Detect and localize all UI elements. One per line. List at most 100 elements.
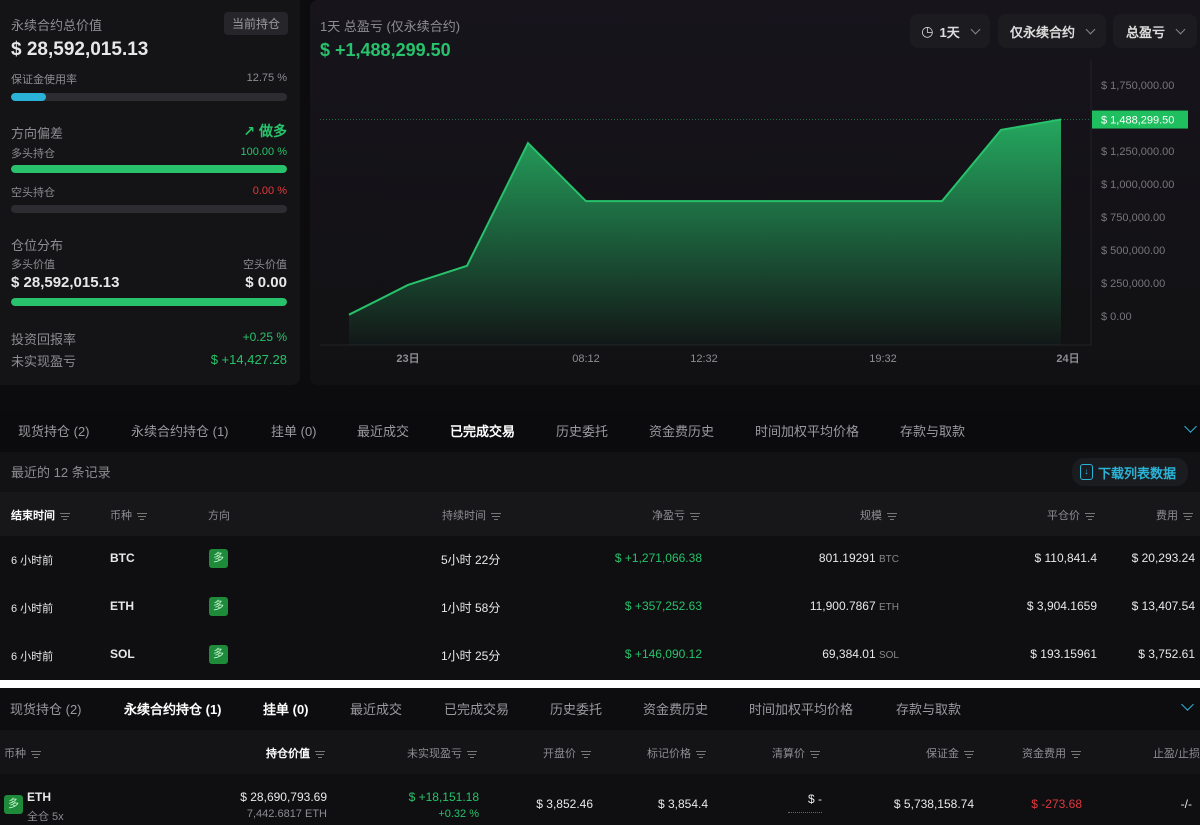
- column-header[interactable]: 资金费用: [1022, 745, 1081, 761]
- coin[interactable]: SOL: [110, 647, 135, 661]
- column-header[interactable]: 开盘价: [543, 745, 591, 761]
- sort-icon[interactable]: [491, 512, 501, 520]
- open-price: $ 3,852.46: [536, 797, 593, 811]
- table-row[interactable]: 6 小时前 BTC 多 5小时 22分 $ +1,271,066.38 801.19291…: [0, 536, 1200, 584]
- sort-icon[interactable]: [1071, 750, 1081, 758]
- range-dropdown[interactable]: ◷ 1天: [910, 14, 990, 48]
- sort-icon[interactable]: [887, 512, 897, 520]
- scope-value: 仅永续合约: [1009, 24, 1075, 40]
- column-label: 净盈亏: [652, 510, 685, 522]
- table-row[interactable]: 6 小时前 ETH 多 1小时 58分 $ +357,252.63 11,900.7867…: [0, 584, 1200, 632]
- sort-icon[interactable]: [315, 750, 325, 758]
- tab-4[interactable]: 已完成交易: [444, 701, 510, 717]
- column-header[interactable]: 币种: [110, 507, 147, 523]
- tab-6[interactable]: 资金费历史: [643, 701, 709, 717]
- column-label: 方向: [208, 510, 230, 522]
- table-row[interactable]: 6 小时前 SOL 多 1小时 25分 $ +146,090.12 69,384.01 S…: [0, 632, 1200, 680]
- position-mode: 全仓 5x: [27, 811, 64, 823]
- tab-2[interactable]: 挂单 (0): [271, 423, 317, 439]
- metric-dropdown[interactable]: 总盈亏: [1113, 14, 1197, 48]
- column-header[interactable]: 持续时间: [442, 507, 501, 523]
- column-header[interactable]: 币种: [4, 745, 41, 761]
- column-label: 平仓价: [1047, 510, 1080, 522]
- column-header[interactable]: 清算价: [772, 745, 820, 761]
- fee: $ 20,293.24: [1131, 551, 1195, 565]
- tab-4[interactable]: 已完成交易: [450, 423, 516, 439]
- sort-icon[interactable]: [1183, 512, 1193, 520]
- column-header[interactable]: 标记价格: [647, 745, 706, 761]
- column-header[interactable]: 结束时间: [11, 507, 70, 523]
- column-label: 持续时间: [442, 510, 486, 522]
- tab-6[interactable]: 资金费历史: [649, 423, 715, 439]
- column-label: 持仓价值: [266, 748, 310, 760]
- tab-5[interactable]: 历史委托: [550, 701, 603, 717]
- column-header[interactable]: 保证金: [926, 745, 974, 761]
- sort-icon[interactable]: [581, 750, 591, 758]
- column-header[interactable]: 止盈/止损: [1153, 745, 1200, 761]
- column-header[interactable]: 平仓价: [1047, 507, 1095, 523]
- sort-icon[interactable]: [696, 750, 706, 758]
- position-size: 7,442.6817 ETH: [246, 808, 327, 820]
- coin[interactable]: ETH: [110, 599, 134, 613]
- tab-1[interactable]: 永续合约持仓 (1): [124, 701, 222, 717]
- bias-value: ↗ 做多: [243, 121, 287, 141]
- long-val-label: 多头价值: [11, 259, 55, 271]
- net-pnl: $ +146,090.12: [624, 647, 702, 661]
- size-value: 69,384.01: [822, 647, 876, 661]
- size-unit: SOL: [878, 650, 899, 661]
- tab-3[interactable]: 最近成交: [350, 701, 403, 717]
- tab-0[interactable]: 现货持仓 (2): [10, 701, 82, 717]
- bias-text: 做多: [259, 123, 287, 139]
- position-upnl: $ +18,151.18: [408, 790, 479, 804]
- position-row[interactable]: 多 ETH 全仓 5x $ 28,690,793.69 7,442.6817 E…: [0, 774, 1200, 825]
- sort-icon[interactable]: [810, 750, 820, 758]
- filter-icon[interactable]: [137, 512, 147, 520]
- metric-value: 总盈亏: [1125, 24, 1165, 40]
- column-header[interactable]: 费用: [1156, 507, 1193, 523]
- tab-1[interactable]: 永续合约持仓 (1): [131, 423, 229, 439]
- close-price: $ 3,904.1659: [1026, 599, 1097, 613]
- current-positions-button[interactable]: 当前持仓: [223, 12, 288, 35]
- sort-icon[interactable]: [60, 512, 70, 520]
- column-label: 未实现盈亏: [407, 748, 462, 760]
- direction-badge: 多: [209, 549, 228, 568]
- scope-dropdown[interactable]: 仅永续合约: [998, 14, 1106, 48]
- sort-icon[interactable]: [467, 750, 477, 758]
- column-label: 结束时间: [11, 510, 55, 522]
- column-header[interactable]: 方向: [208, 507, 230, 523]
- column-header[interactable]: 持仓价值: [266, 745, 325, 761]
- margin-usage-bar: [11, 93, 287, 101]
- tab-8[interactable]: 存款与取款: [900, 423, 966, 439]
- sort-icon[interactable]: [964, 750, 974, 758]
- position-margin: $ 5,738,158.74: [893, 797, 974, 811]
- column-label: 费用: [1156, 510, 1178, 522]
- column-header[interactable]: 规模: [860, 507, 897, 523]
- divider: [0, 680, 1200, 688]
- tab-0[interactable]: 现货持仓 (2): [18, 423, 90, 439]
- tab-5[interactable]: 历史委托: [556, 423, 609, 439]
- close-price: $ 193.15961: [1030, 647, 1097, 661]
- tab-8[interactable]: 存款与取款: [896, 701, 962, 717]
- tab-7[interactable]: 时间加权平均价格: [755, 423, 860, 439]
- sort-icon[interactable]: [690, 512, 700, 520]
- tp-sl[interactable]: -/-: [1180, 797, 1192, 811]
- tab-7[interactable]: 时间加权平均价格: [749, 701, 854, 717]
- summary-panel: 永续合约总价值 当前持仓 $ 28,592,015.13 保证金使用率 12.7…: [0, 0, 300, 385]
- sort-icon[interactable]: [1085, 512, 1095, 520]
- size-value: 801.19291: [818, 551, 876, 565]
- size: 69,384.01 SOL: [822, 647, 899, 661]
- mark-price: $ 3,854.4: [657, 797, 708, 811]
- margin-usage-label: 保证金使用率: [11, 74, 77, 86]
- tab-3[interactable]: 最近成交: [357, 423, 410, 439]
- direction-badge: 多: [209, 645, 228, 664]
- column-label: 资金费用: [1022, 748, 1066, 760]
- column-header[interactable]: 净盈亏: [652, 507, 700, 523]
- y-tick-label: $ 0.00: [1101, 311, 1132, 323]
- download-button[interactable]: ↓ 下载列表数据: [1072, 458, 1189, 486]
- position-coin[interactable]: ETH: [27, 790, 51, 804]
- tab-2[interactable]: 挂单 (0): [263, 701, 309, 717]
- trades-subheader: 最近的 12 条记录 ↓ 下载列表数据: [0, 452, 1200, 492]
- column-header[interactable]: 未实现盈亏: [407, 745, 477, 761]
- coin[interactable]: BTC: [110, 551, 135, 565]
- filter-icon[interactable]: [31, 750, 41, 758]
